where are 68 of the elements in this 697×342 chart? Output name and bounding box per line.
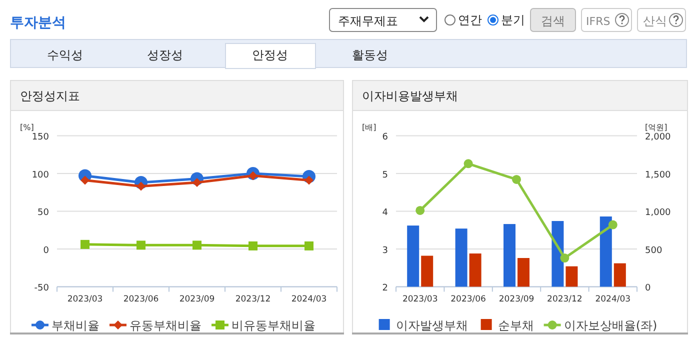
text: 연간: [458, 13, 482, 27]
chart-title: 안정성지표: [20, 89, 80, 103]
text: 투자분석: [10, 15, 66, 31]
legend-label: 비유동부채비율: [232, 318, 316, 332]
bar: [518, 258, 530, 287]
bar: [407, 226, 420, 287]
x-tick-label: 2023/12: [547, 294, 582, 305]
bar: [504, 224, 516, 287]
point: [512, 174, 521, 184]
bar: [566, 266, 578, 287]
point: [560, 254, 570, 263]
x-tick-label: 2024/03: [595, 294, 631, 305]
x-tick-label: 2023/09: [498, 294, 534, 305]
text: 수익성: [47, 48, 83, 62]
y-tick-label: 150: [32, 132, 50, 143]
y-tick-label: 0: [43, 246, 50, 256]
y2-tick-label: 0: [645, 284, 651, 294]
point: [304, 241, 314, 250]
point: [192, 240, 202, 250]
y-tick-label: 3: [382, 246, 388, 256]
bar: [455, 228, 468, 287]
point: [608, 220, 618, 230]
point: [80, 240, 90, 249]
bar: [469, 253, 482, 287]
legend-label: 이자발생부채: [396, 318, 468, 332]
y-tick-label: 2: [382, 284, 388, 294]
x-tick-label: 2023/06: [450, 294, 486, 305]
bar: [614, 263, 626, 287]
y2-tick-label: 1,000: [645, 208, 672, 218]
chart-title: 이자비용발생부채: [362, 89, 458, 103]
x-tick-label: 2023/03: [402, 294, 438, 305]
y-tick-label: 4: [382, 208, 388, 218]
y-tick-label: 100: [32, 170, 50, 180]
x-tick-label: 2024/03: [291, 294, 327, 305]
y2-tick-label: 2,000: [645, 132, 672, 143]
text: 분기: [501, 13, 525, 27]
x-tick-label: 2023/03: [67, 294, 103, 305]
text: 활동성: [352, 48, 388, 62]
text: 산식: [643, 14, 667, 28]
point: [416, 206, 425, 215]
bar: [552, 221, 564, 287]
bar: [421, 256, 434, 287]
y2-tick-label: 500: [645, 246, 662, 256]
y2-axis-title: [억원]: [645, 123, 668, 132]
y-tick-label: -50: [34, 284, 50, 294]
y-tick-label: 6: [382, 132, 388, 143]
legend-label: 부채비율: [52, 318, 100, 332]
point: [248, 241, 258, 250]
y-axis-title: [배]: [362, 123, 376, 132]
text: 주재무제표: [338, 14, 398, 28]
x-tick-label: 2023/12: [235, 294, 271, 305]
point: [464, 159, 473, 168]
legend-label: 순부채: [498, 318, 534, 332]
legend-label: 이자보상배율(좌): [564, 318, 658, 332]
y-axis-title: [%]: [20, 123, 34, 132]
text: 성장성: [147, 48, 183, 62]
y-tick-label: 50: [38, 208, 50, 218]
y2-tick-label: 1,500: [645, 170, 672, 180]
text: 검색: [541, 14, 565, 28]
text: 안정성: [252, 48, 288, 62]
x-tick-label: 2023/06: [123, 294, 159, 305]
x-tick-label: 2023/09: [179, 294, 215, 305]
bar: [600, 216, 612, 287]
text: IFRS: [586, 15, 610, 28]
legend-label: 유동부채비율: [130, 318, 202, 332]
y-tick-label: 5: [382, 170, 388, 180]
point: [136, 240, 146, 250]
point: [80, 176, 90, 185]
